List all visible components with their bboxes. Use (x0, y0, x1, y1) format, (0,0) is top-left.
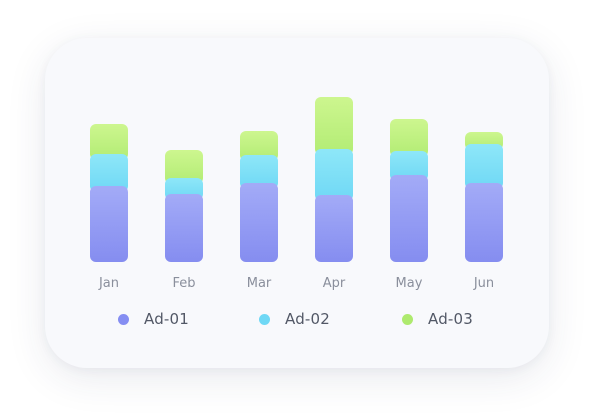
bar-jun-ad-01 (465, 183, 503, 262)
x-tick-label-mar: Mar (247, 276, 272, 291)
x-tick-label-may: May (396, 276, 423, 291)
x-tick-label-jan: Jan (98, 276, 119, 291)
bar-feb-ad-03 (165, 150, 203, 184)
bar-jan-ad-03 (90, 124, 128, 160)
x-tick-label-jun: Jun (473, 276, 494, 291)
legend-item-ad-02: Ad-02 (259, 309, 330, 329)
bar-mar-ad-02 (240, 155, 278, 189)
legend-dot-ad-01 (118, 313, 129, 325)
legend-label-ad-03: Ad-03 (428, 310, 474, 328)
bar-mar-ad-03 (240, 131, 278, 161)
bar-jan-ad-01 (90, 186, 128, 262)
bar-may-ad-03 (390, 119, 428, 157)
legend-label-ad-01: Ad-01 (144, 310, 190, 328)
bar-feb-ad-01 (165, 194, 203, 262)
bar-apr-ad-01 (315, 195, 353, 262)
bars-group (90, 97, 503, 262)
x-tick-label-apr: Apr (323, 276, 346, 291)
bar-apr-ad-02 (315, 149, 353, 201)
legend-dot-ad-02 (259, 313, 270, 325)
legend-label-ad-02: Ad-02 (285, 310, 331, 328)
bar-apr-ad-03 (315, 97, 353, 155)
legend-dot-ad-03 (402, 313, 413, 325)
bar-jan-ad-02 (90, 154, 128, 192)
x-tick-label-feb: Feb (172, 276, 195, 291)
chart-legend: Ad-01 Ad-02 Ad-03 (0, 309, 594, 329)
bar-jun-ad-02 (465, 144, 503, 189)
bar-mar-ad-01 (240, 183, 278, 262)
bar-may-ad-02 (390, 151, 428, 181)
x-axis-tick-labels: Jan Feb Mar Apr May Jun (98, 276, 494, 291)
bar-may-ad-01 (390, 175, 428, 262)
legend-item-ad-03: Ad-03 (402, 309, 473, 329)
legend-item-ad-01: Ad-01 (118, 309, 189, 329)
